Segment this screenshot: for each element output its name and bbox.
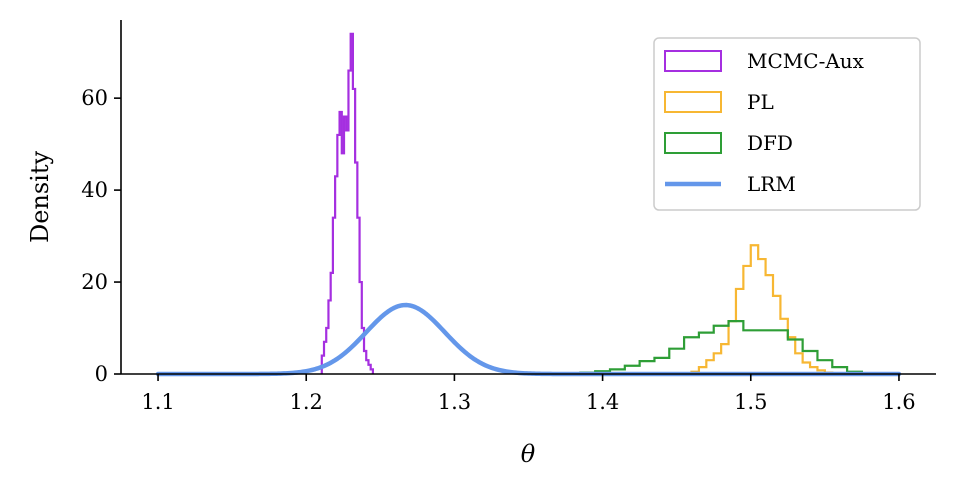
y-tick-label: 60 bbox=[81, 86, 108, 110]
y-axis-title: Density bbox=[26, 151, 54, 244]
series-pl-histogram bbox=[690, 244, 834, 374]
legend-swatch-dfd bbox=[664, 132, 722, 154]
y-tick-label: 20 bbox=[81, 270, 108, 294]
x-ticks: 1.1 1.2 1.3 1.4 1.5 1.6 bbox=[141, 374, 916, 414]
x-tick-label: 1.3 bbox=[438, 390, 471, 414]
x-tick-label: 1.1 bbox=[141, 390, 174, 414]
x-tick-label: 1.4 bbox=[586, 390, 619, 414]
legend-label-lrm: LRM bbox=[747, 172, 796, 196]
legend-swatch-mcmc-aux bbox=[664, 50, 722, 72]
legend: MCMC-Aux PL DFD LRM bbox=[653, 37, 921, 211]
axes bbox=[120, 20, 936, 375]
y-ticks: 0 20 40 60 bbox=[81, 86, 121, 386]
x-tick-label: 1.2 bbox=[290, 390, 323, 414]
legend-frame bbox=[653, 37, 921, 211]
series-dfd-histogram bbox=[579, 320, 864, 374]
x-axis-title: θ bbox=[521, 440, 536, 468]
y-tick-label: 0 bbox=[95, 362, 108, 386]
x-tick-label: 1.5 bbox=[734, 390, 767, 414]
y-tick-label: 40 bbox=[81, 178, 108, 202]
x-tick-label: 1.6 bbox=[882, 390, 915, 414]
legend-label-mcmc-aux: MCMC-Aux bbox=[747, 49, 865, 73]
legend-label-pl: PL bbox=[747, 90, 774, 114]
legend-label-dfd: DFD bbox=[747, 131, 793, 155]
legend-swatch-pl bbox=[664, 91, 722, 113]
series-mcmc-aux-histogram bbox=[320, 32, 375, 374]
